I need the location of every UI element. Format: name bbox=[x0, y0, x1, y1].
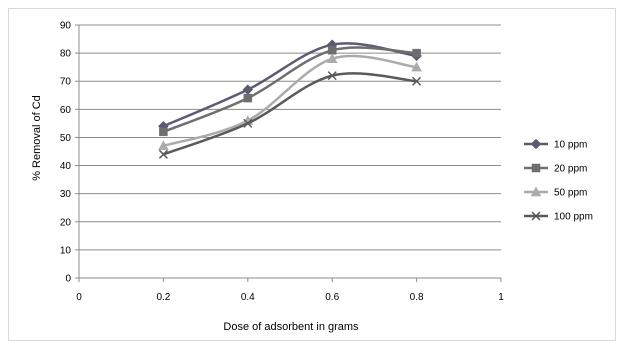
x-tick-label: 0.8 bbox=[410, 292, 424, 303]
y-tick-label: 30 bbox=[60, 189, 72, 200]
series-1 bbox=[159, 46, 421, 137]
legend-label: 20 ppm bbox=[554, 164, 587, 175]
y-tick-label: 80 bbox=[60, 49, 72, 60]
legend-marker-0 bbox=[530, 138, 542, 150]
data-point-3-0 bbox=[158, 149, 168, 159]
legend-marker-1 bbox=[531, 163, 541, 173]
x-tick-label: 1 bbox=[498, 292, 504, 303]
y-tick-label: 50 bbox=[60, 133, 72, 144]
legend-label: 100 ppm bbox=[554, 212, 593, 223]
x-tick-label: 0.2 bbox=[156, 292, 170, 303]
data-point-2-2 bbox=[326, 53, 338, 63]
data-point-3-2-stroke-b bbox=[327, 71, 337, 81]
series-3 bbox=[158, 71, 422, 159]
series-line-50-ppm bbox=[163, 54, 417, 148]
data-point-3-3 bbox=[412, 76, 422, 86]
legend-marker-3-stroke-b bbox=[531, 211, 541, 221]
x-tick-label: 0 bbox=[76, 292, 82, 303]
legend-marker-2 bbox=[530, 186, 542, 197]
y-tick-label: 70 bbox=[60, 77, 72, 88]
data-point-3-1-stroke-b bbox=[243, 118, 253, 128]
legend: 10 ppm 20 ppm 50 ppm 100 ppm bbox=[524, 138, 593, 223]
x-axis-title: Dose of adsorbent in grams bbox=[223, 321, 359, 333]
y-axis-title: % Removal of Cd bbox=[31, 95, 43, 181]
y-tick-label: 40 bbox=[60, 161, 72, 172]
y-tick-label: 90 bbox=[60, 21, 72, 32]
data-point-1-0 bbox=[159, 127, 168, 137]
series-line-10-ppm bbox=[162, 42, 417, 128]
chart-frame: % Removal of Cd Dose of adsorbent in gra… bbox=[8, 8, 616, 341]
data-point-1-3 bbox=[412, 48, 421, 58]
data-point-1-2 bbox=[327, 46, 337, 55]
y-tick-label: 10 bbox=[60, 245, 72, 256]
x-tick-label: 0.4 bbox=[241, 292, 255, 303]
data-point-1-1 bbox=[243, 93, 253, 103]
y-tick-label: 60 bbox=[60, 105, 72, 116]
data-point-2-0 bbox=[157, 140, 169, 151]
y-tick-label: 20 bbox=[60, 217, 72, 228]
data-point-3-2 bbox=[327, 71, 337, 81]
series-2 bbox=[157, 53, 423, 151]
chart-svg: % Removal of Cd Dose of adsorbent in gra… bbox=[31, 21, 593, 334]
series-line-100-ppm bbox=[162, 72, 417, 156]
legend-label: 10 ppm bbox=[554, 140, 587, 151]
x-tick-label: 0.6 bbox=[325, 292, 339, 303]
data-point-3-3-stroke-b bbox=[412, 76, 422, 86]
legend-label: 50 ppm bbox=[554, 188, 587, 199]
data-point-3-1 bbox=[243, 118, 253, 128]
gridlines bbox=[79, 24, 501, 251]
data-point-3-0-stroke-b bbox=[158, 149, 168, 159]
y-tick-label: 0 bbox=[65, 274, 71, 285]
data-point-2-3 bbox=[411, 61, 423, 72]
data-point-0-1 bbox=[242, 84, 254, 96]
series-line-20-ppm bbox=[162, 46, 417, 133]
legend-marker-3 bbox=[531, 211, 541, 221]
